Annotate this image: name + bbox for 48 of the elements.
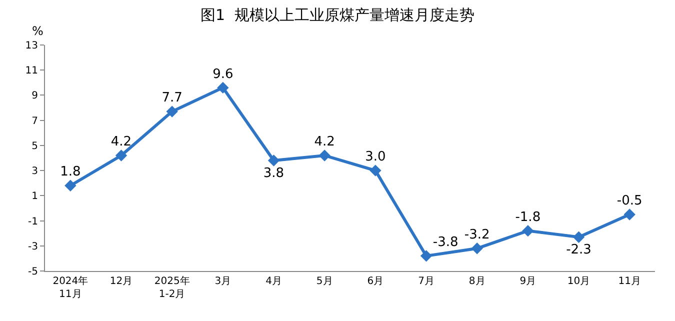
data-label: -3.8 <box>432 235 458 250</box>
x-tick-label: 7月 <box>418 276 434 287</box>
x-tick-label: 8月 <box>468 276 486 287</box>
y-tick-label: 9 <box>32 90 38 102</box>
chart-title: 图1 规模以上工业原煤产量增速月度走势 <box>200 6 475 24</box>
y-tick-label: 5 <box>32 140 38 152</box>
x-tick-label: 11月 <box>618 276 641 287</box>
point <box>268 154 280 166</box>
x-tick-label: 3月 <box>214 276 232 287</box>
point <box>115 150 128 162</box>
y-tick-label: -3 <box>28 241 38 252</box>
y-tick-label: -1 <box>28 216 38 228</box>
point <box>572 231 585 243</box>
point <box>166 106 178 118</box>
data-label: 7.7 <box>162 90 182 106</box>
point <box>370 164 382 176</box>
y-tick-label: 3 <box>32 166 38 178</box>
y-tick-label: 1 <box>32 191 38 202</box>
x-tick-label: 9月 <box>520 276 536 287</box>
data-label: -3.2 <box>464 228 490 243</box>
x-tick-label: 10月 <box>567 276 590 287</box>
data-label: -1.8 <box>515 210 541 225</box>
x-tick-label: 5月 <box>316 276 333 287</box>
point <box>624 208 636 220</box>
point <box>420 250 432 262</box>
x-tick-label: 4月 <box>266 276 282 287</box>
data-label: 4.2 <box>314 134 335 150</box>
data-label: 3.0 <box>365 150 386 165</box>
y-tick-label: 13 <box>25 40 38 52</box>
point <box>217 82 229 94</box>
point <box>318 150 330 162</box>
point <box>471 242 483 254</box>
y-axis-title: % <box>32 24 44 38</box>
x-tick-label: 12月 <box>110 276 133 287</box>
point <box>64 180 76 192</box>
data-label: -0.5 <box>616 194 642 209</box>
y-tick-label: 7 <box>32 116 38 127</box>
data-label: 4.2 <box>110 134 132 150</box>
point <box>522 224 534 237</box>
data-label: 3.8 <box>263 166 284 181</box>
x-tick-label: 2025年 1-2月 <box>154 275 190 300</box>
data-label: 1.8 <box>60 164 81 180</box>
y-tick-label: 11 <box>25 66 38 77</box>
data-label: 9.6 <box>212 66 234 82</box>
x-tick-label: 6月 <box>367 276 384 287</box>
y-tick-label: -5 <box>28 266 38 278</box>
data-label: -2.3 <box>566 242 592 258</box>
x-tick-label: 2024年 11月 <box>52 275 88 300</box>
